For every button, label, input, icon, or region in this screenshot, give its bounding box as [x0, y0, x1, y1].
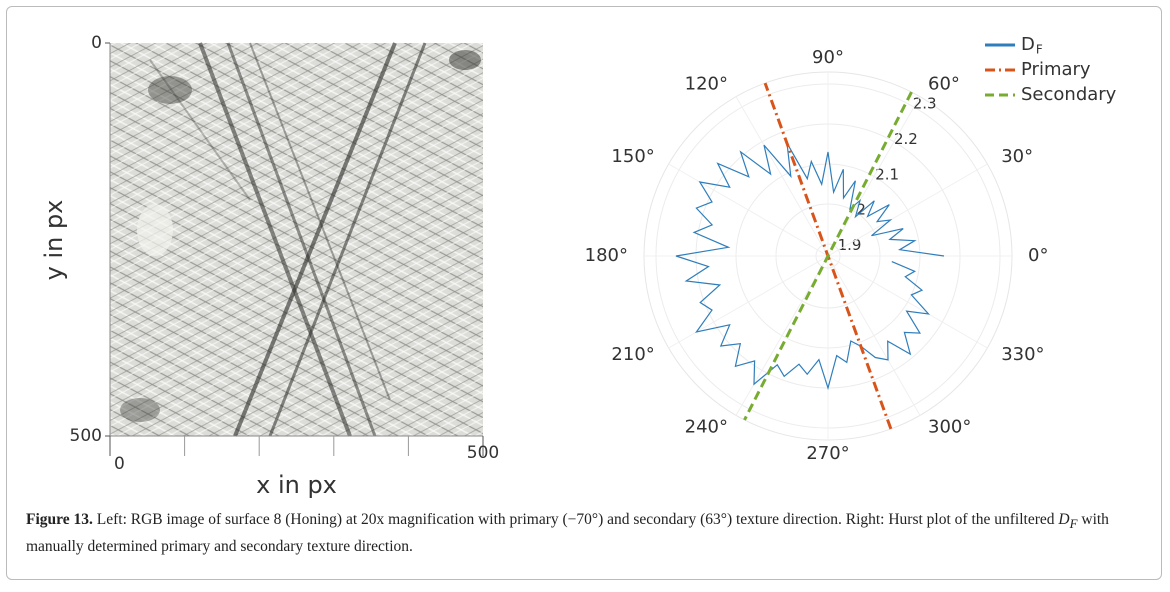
x-axis-label: x in px: [256, 471, 337, 499]
figure-frame: [6, 6, 1162, 580]
angular-grid-line: [827, 96, 921, 257]
legend-label: Secondary: [1021, 84, 1117, 105]
y-tick-label: 0: [91, 33, 102, 53]
angular-tick-label: 210°: [611, 344, 654, 365]
surface-image: [110, 43, 483, 436]
caption: Figure 13. Left: RGB image of surface 8 …: [26, 508, 1138, 558]
angular-tick-label: 150°: [611, 146, 654, 167]
y-axis-label: y in px: [40, 200, 68, 281]
angular-grid-line: [827, 163, 988, 257]
x-tick-label: 500: [467, 443, 499, 463]
legend-label: D: [1021, 34, 1035, 55]
angular-tick-label: 60°: [928, 74, 960, 95]
y-tick-label: 500: [70, 426, 102, 446]
caption-text-end: with manually determined primary and sec…: [26, 511, 1109, 556]
angular-tick-label: 270°: [806, 443, 849, 464]
series-line: [675, 142, 945, 391]
radial-tick-label: 2: [856, 201, 866, 219]
legend-label: Primary: [1021, 59, 1091, 80]
radial-tick-label: 2.1: [875, 165, 899, 183]
caption-text: Left: RGB image of surface 8 (Honing) at…: [92, 511, 1059, 528]
angular-tick-label: 330°: [1001, 344, 1044, 365]
angular-tick-label: 300°: [928, 416, 971, 437]
angular-tick-label: 90°: [812, 47, 844, 68]
x-tick-label: 0: [114, 454, 125, 474]
caption-symbol: D: [1058, 511, 1070, 528]
angular-grid-line: [827, 255, 988, 349]
radial-tick-label: 2.2: [894, 130, 918, 148]
series-line: [743, 91, 913, 421]
angular-tick-label: 30°: [1001, 146, 1033, 167]
angular-grid-line: [827, 255, 921, 416]
caption-label: Figure 13.: [26, 511, 93, 528]
angular-tick-label: 240°: [685, 416, 728, 437]
angular-grid-line: [735, 255, 829, 416]
legend-label-subscript: F: [1036, 43, 1043, 57]
angular-grid-line: [668, 163, 829, 257]
angular-grid-line: [735, 96, 829, 257]
angular-tick-label: 180°: [585, 245, 628, 266]
caption-subscript: F: [1069, 516, 1078, 532]
angular-tick-label: 120°: [685, 74, 728, 95]
angular-tick-label: 0°: [1028, 245, 1048, 266]
